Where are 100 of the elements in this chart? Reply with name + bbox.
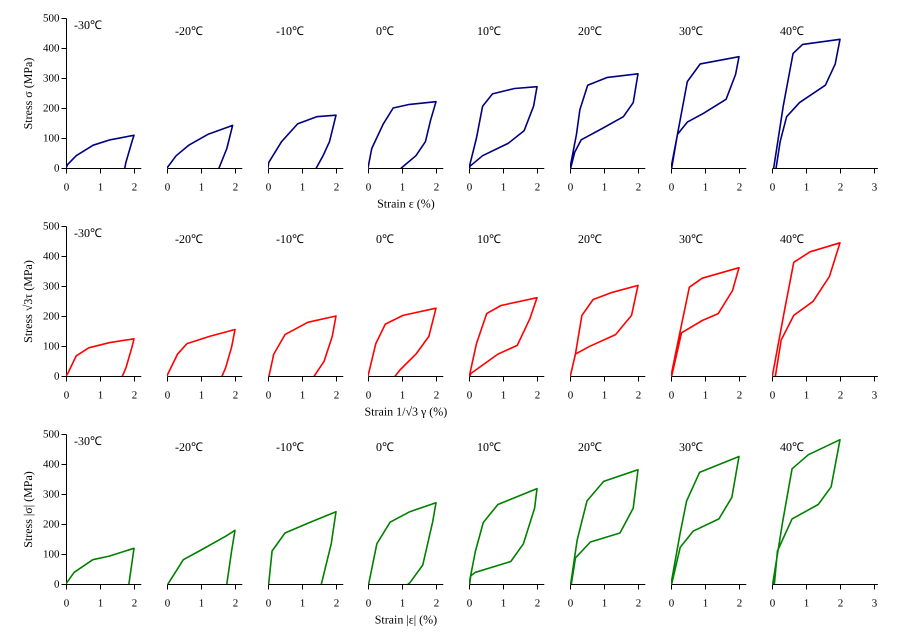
x-tick-label: 0 (466, 181, 473, 194)
x-axis-title: Strain ε (%) (377, 196, 436, 210)
x-tick-label: 2 (232, 181, 238, 194)
text: 40℃ (780, 24, 804, 38)
x-tick-label: 0 (668, 181, 675, 194)
y-tick-label: 100 (43, 340, 60, 352)
y-tick-label: 0 (54, 162, 60, 174)
text: 0℃ (376, 24, 394, 38)
x-tick-label: 2 (232, 597, 238, 610)
x-tick-label: 2 (534, 597, 540, 610)
x-tick-label: 2 (333, 597, 339, 610)
x-tick-label: 1 (98, 182, 104, 194)
text: 20℃ (578, 232, 602, 246)
x-tick-label: 1 (299, 389, 305, 402)
y-tick-label: 300 (43, 72, 60, 84)
x-tick-label: 2 (636, 389, 642, 402)
x-tick-label: 1 (299, 597, 305, 610)
x-tick-label: 1 (702, 597, 708, 610)
x-tick-label: 1 (98, 598, 104, 610)
y-axis-title: Stress σ (MPa) (21, 58, 35, 130)
text: 10℃ (477, 24, 502, 38)
x-axis-title: Strain |ε| (%) (375, 612, 438, 626)
x-tick-label: 2 (434, 389, 440, 402)
text: 10℃ (477, 232, 502, 246)
x-axis-title: Strain 1/√3 γ (%) (364, 404, 448, 418)
x-tick-label: 2 (837, 597, 843, 610)
x-tick-label: 2 (434, 181, 440, 194)
text: 20℃ (578, 440, 602, 454)
x-tick-label: 2 (132, 182, 138, 194)
x-tick-label: 0 (568, 597, 574, 610)
x-tick-label: 1 (803, 597, 809, 610)
x-tick-label: 2 (736, 389, 742, 402)
x-tick-label: 0 (668, 389, 675, 402)
x-tick-label: 1 (400, 181, 406, 194)
x-tick-label: 2 (636, 597, 642, 610)
y-tick-label: 0 (54, 370, 60, 382)
x-tick-label: 1 (98, 390, 104, 402)
y-axis-title: Stress √3τ (MPa) (21, 260, 35, 343)
x-tick-label: 1 (702, 181, 708, 194)
x-tick-label: 2 (534, 389, 540, 402)
text: -20℃ (174, 232, 203, 246)
y-tick-label: 200 (43, 310, 60, 322)
y-tick-label: 100 (43, 132, 60, 144)
x-tick-label: 2 (434, 597, 440, 610)
x-tick-label: 1 (702, 389, 708, 402)
x-tick-label: 1 (198, 181, 204, 194)
y-tick-label: 400 (43, 42, 60, 54)
text: -20℃ (174, 24, 203, 38)
x-tick-label: 0 (466, 389, 473, 402)
x-tick-label: 0 (164, 181, 171, 194)
y-tick-label: 500 (43, 428, 60, 440)
x-tick-label: 1 (198, 389, 204, 402)
text: 0℃ (376, 232, 394, 246)
x-tick-label: 2 (636, 181, 642, 194)
chart-title: -30℃ (74, 18, 102, 32)
y-tick-label: 400 (43, 458, 60, 470)
y-tick-label: 200 (43, 518, 60, 530)
text: 40℃ (780, 440, 804, 454)
x-tick-label: 2 (837, 181, 843, 194)
x-tick-label: 1 (198, 597, 204, 610)
x-tick-label: 1 (602, 389, 608, 402)
x-tick-label: 2 (132, 598, 138, 610)
text: -10℃ (276, 232, 304, 246)
x-tick-label: 0 (568, 181, 574, 194)
y-tick-label: 500 (43, 220, 60, 232)
x-tick-label: 2 (534, 181, 540, 194)
x-tick-label: 0 (164, 389, 171, 402)
x-tick-label: 3 (871, 181, 878, 194)
x-tick-label: 2 (736, 181, 742, 194)
x-tick-label: 0 (366, 389, 372, 402)
chart-title: -30℃ (74, 434, 102, 448)
x-tick-label: 1 (299, 181, 305, 194)
text: -10℃ (276, 440, 304, 454)
y-tick-label: 200 (43, 102, 60, 114)
x-tick-label: 0 (265, 597, 272, 610)
x-tick-label: 0 (64, 390, 70, 402)
text: 30℃ (678, 232, 703, 246)
x-tick-label: 0 (64, 182, 70, 194)
x-tick-label: 0 (366, 181, 372, 194)
x-tick-label: 0 (668, 597, 675, 610)
x-tick-label: 0 (265, 181, 272, 194)
text: 10℃ (477, 440, 502, 454)
x-tick-label: 2 (333, 389, 339, 402)
x-tick-label: 0 (265, 389, 272, 402)
x-tick-label: 0 (164, 597, 171, 610)
x-tick-label: 1 (400, 597, 406, 610)
x-tick-label: 2 (837, 389, 843, 402)
x-tick-label: 1 (602, 181, 608, 194)
line-series (66, 548, 135, 584)
x-tick-label: 1 (500, 181, 506, 194)
x-tick-label: 2 (736, 597, 742, 610)
y-tick-label: 300 (43, 280, 60, 292)
x-tick-label: 3 (871, 597, 878, 610)
y-tick-label: 300 (43, 488, 60, 500)
x-tick-label: 2 (132, 390, 138, 402)
x-tick-label: 1 (602, 597, 608, 610)
text: 30℃ (678, 24, 703, 38)
x-tick-label: 0 (769, 597, 776, 610)
line-series (66, 338, 135, 376)
text: -10℃ (276, 24, 304, 38)
